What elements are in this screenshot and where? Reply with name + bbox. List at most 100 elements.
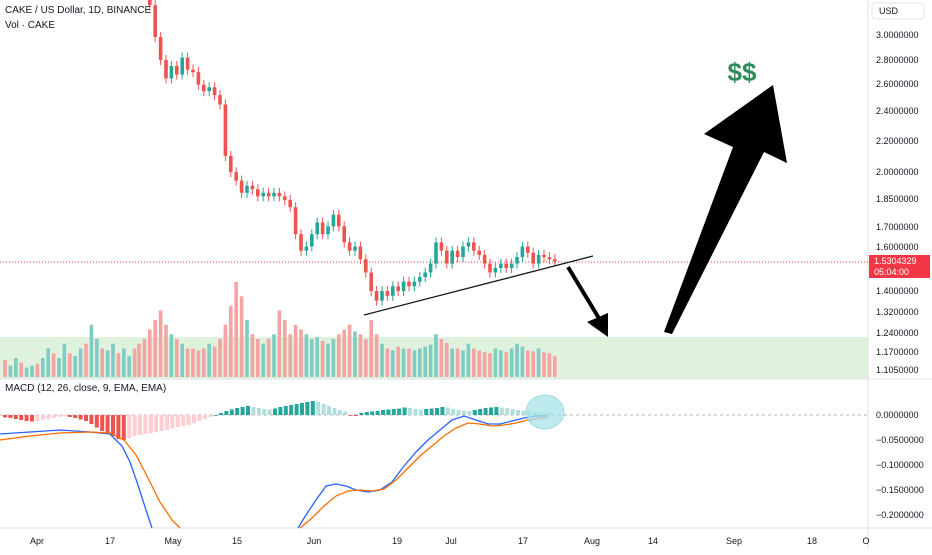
price-tick-label: 2.8000000: [876, 55, 919, 65]
macd-histogram-bar: [310, 401, 315, 415]
candle-body: [326, 226, 330, 235]
macd-histogram-bar: [316, 402, 321, 415]
volume-bar: [142, 339, 147, 377]
candle-body: [374, 291, 379, 301]
macd-histogram-bar: [121, 415, 126, 440]
time-tick-label: Jun: [307, 536, 322, 546]
volume-bar: [401, 348, 406, 377]
candle-body: [223, 104, 228, 156]
candle-body: [428, 263, 433, 273]
candlestick-series: [148, 0, 557, 306]
macd-histogram-bar: [429, 408, 434, 415]
volume-bar: [315, 337, 319, 377]
candle-body: [245, 185, 249, 193]
volume-bar: [73, 356, 77, 377]
volume-bar: [239, 296, 244, 377]
macd-histogram-bar: [165, 415, 169, 430]
candle-body: [369, 272, 373, 291]
volume-bar: [472, 348, 476, 377]
macd-histogram-bar: [332, 408, 337, 415]
volume-bar: [509, 348, 514, 377]
macd-tick-label: −0.1500000: [876, 485, 924, 495]
volume-bar: [196, 350, 201, 377]
macd-histogram-bar: [343, 411, 348, 415]
macd-histogram-bar: [143, 415, 148, 434]
symbol-title: CAKE / US Dollar, 1D, BINANCE: [5, 5, 151, 16]
candle-body: [385, 291, 390, 296]
candle-body: [482, 254, 487, 264]
candle-body: [185, 57, 190, 70]
signal-line: [0, 431, 181, 529]
macd-histogram-bar: [154, 415, 159, 432]
candle-body: [450, 250, 454, 264]
candle-body: [310, 234, 314, 247]
macd-histogram-bar: [132, 415, 137, 436]
candle-body: [434, 242, 438, 264]
volume-bar: [450, 348, 454, 377]
candle-body: [542, 254, 546, 258]
volume-bar: [326, 343, 330, 377]
macd-histogram-bar: [73, 415, 78, 418]
volume-bar: [488, 353, 492, 377]
candle-body: [445, 250, 449, 264]
candle-body: [320, 222, 325, 235]
macd-histogram-bar: [229, 409, 234, 415]
volume-bar: [412, 350, 417, 377]
macd-histogram-bar: [375, 411, 380, 415]
macd-histogram-bar: [94, 415, 99, 428]
volume-bar: [137, 343, 141, 377]
candle-body: [153, 5, 157, 38]
time-tick-label: O: [862, 536, 869, 546]
volume-bar: [191, 348, 195, 377]
price-tick-label: 2.4000000: [876, 106, 919, 116]
volume-bar: [153, 320, 157, 377]
macd-histogram-bar: [445, 407, 450, 415]
candle-body: [175, 66, 179, 75]
macd-histogram-bar: [283, 406, 288, 415]
volume-bar: [439, 339, 444, 377]
macd-histogram-bar: [510, 409, 515, 415]
volume-bar: [428, 344, 433, 377]
volume-bar: [520, 346, 525, 377]
macd-histogram-bar: [483, 408, 488, 415]
volume-bar: [353, 331, 357, 377]
volume-bar: [272, 334, 276, 377]
macd-histogram-bar: [219, 413, 223, 415]
volume-bar: [337, 334, 341, 377]
price-tick-label: 2.2000000: [876, 136, 919, 146]
time-tick-label: Sep: [726, 536, 742, 546]
volume-bar: [212, 346, 217, 377]
volume-bar: [229, 305, 233, 377]
macd-histogram-bar: [13, 415, 18, 419]
macd-histogram-bar: [521, 410, 526, 415]
currency-button[interactable]: USD: [871, 2, 925, 20]
macd-histogram-bar: [418, 409, 423, 415]
macd-histogram-bar: [305, 402, 310, 415]
candle-body: [180, 57, 184, 75]
volume-bar: [3, 359, 7, 377]
volume-bar: [423, 346, 427, 377]
candle-body: [229, 155, 233, 173]
macd-histogram-bar: [35, 415, 40, 421]
macd-histogram-bar: [499, 407, 504, 415]
macd-histogram-bar: [478, 409, 483, 415]
macd-histogram-bar: [105, 415, 110, 434]
macd-histogram-bar: [51, 415, 56, 418]
candle-body: [315, 222, 319, 235]
candle-body: [423, 272, 427, 278]
volume-bar: [531, 351, 535, 377]
time-tick-label: 17: [105, 536, 115, 546]
macd-histogram: [3, 401, 553, 440]
macd-histogram-bar: [267, 409, 272, 415]
macd-histogram-bar: [240, 407, 245, 415]
candle-body: [531, 252, 535, 264]
candle-body: [536, 254, 541, 264]
volume-bar: [14, 358, 18, 377]
volume-bar: [8, 365, 13, 377]
volume-bar: [234, 282, 238, 377]
volume-bar: [455, 348, 460, 377]
volume-bar: [493, 348, 498, 377]
candle-body: [218, 95, 222, 105]
volume-bar: [207, 343, 211, 377]
macd-histogram-bar: [381, 410, 385, 415]
